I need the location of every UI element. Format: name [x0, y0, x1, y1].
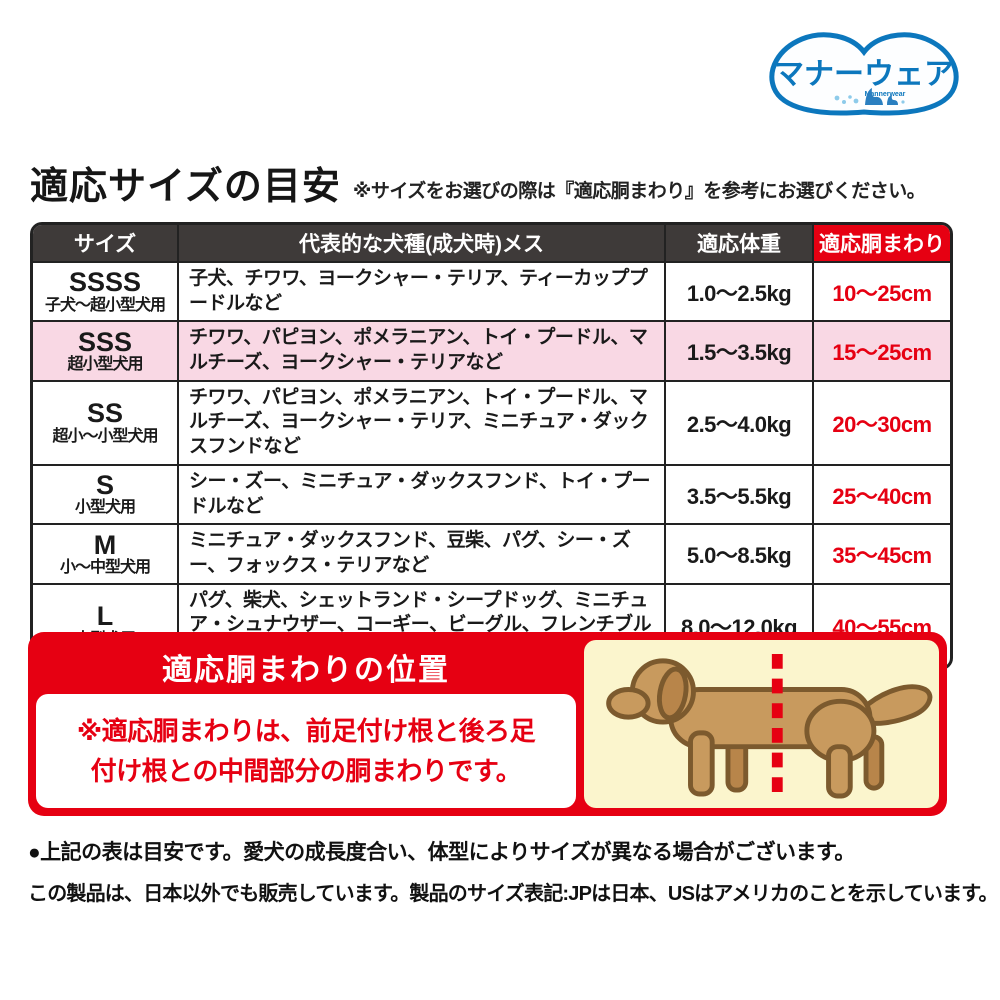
size-code: L — [96, 601, 114, 632]
breeds-cell: ミニチュア・ダックスフンド、豆柴、パグ、シー・ズー、フォックス・テリアなど — [177, 523, 666, 585]
girth-diagram-panel — [584, 640, 939, 808]
girth-cell: 35〜45cm — [812, 523, 950, 585]
size-code: M — [93, 529, 117, 560]
girth-cell: 10〜25cm — [812, 260, 950, 323]
girth-info-body-line2: 付け根との中間部分の胴まわりです。 — [90, 756, 522, 786]
girth-cell: 25〜40cm — [812, 463, 950, 526]
breeds-cell: チワワ、パピヨン、ポメラニアン、トイ・プードル、マルチーズ、ヨークシャー・テリア… — [177, 320, 666, 382]
column-header-weight: 適応体重 — [664, 225, 814, 263]
breeds-cell: シー・ズー、ミニチュア・ダックスフンド、トイ・プードルなど — [177, 463, 666, 526]
size-code: SSSS — [68, 267, 142, 298]
size-code: SS — [86, 398, 124, 429]
girth-info-left: 適応胴まわりの位置 ※適応胴まわりは、前足付け根と後ろ足 付け根との中間部分の胴… — [36, 640, 576, 808]
brand-logo-text: マナーウェア — [774, 58, 954, 91]
size-target: 小〜中型犬用 — [59, 558, 151, 576]
girth-cell: 20〜30cm — [812, 379, 950, 466]
table-row: SSSS 子犬〜超小型犬用 子犬、チワワ、ヨークシャー・テリア、ティーカッププー… — [33, 260, 950, 323]
weight-cell: 2.5〜4.0kg — [664, 379, 814, 466]
column-header-breeds: 代表的な犬種(成犬時)メス — [177, 225, 666, 263]
brand-logo: マナーウェア Mannerwear — [763, 31, 965, 117]
size-cell: S 小型犬用 — [33, 463, 179, 526]
paw-dots-decor — [834, 95, 859, 104]
girth-cell: 15〜25cm — [812, 320, 950, 382]
weight-cell: 1.5〜3.5kg — [664, 320, 814, 382]
column-header-girth: 適応胴まわり — [812, 225, 950, 263]
size-target: 超小〜小型犬用 — [52, 427, 158, 445]
size-cell: M 小〜中型犬用 — [33, 523, 179, 585]
girth-info-body-line1: ※適応胴まわりは、前足付け根と後ろ足 — [76, 715, 536, 746]
size-table-header-row: サイズ 代表的な犬種(成犬時)メス 適応体重 適応胴まわり — [33, 225, 950, 263]
column-header-size: サイズ — [33, 225, 179, 263]
size-cell: SS 超小〜小型犬用 — [33, 379, 179, 466]
table-row: SS 超小〜小型犬用 チワワ、パピヨン、ポメラニアン、トイ・プードル、マルチーズ… — [33, 379, 950, 466]
size-table-body: SSSS 子犬〜超小型犬用 子犬、チワワ、ヨークシャー・テリア、ティーカッププー… — [33, 260, 950, 667]
size-target: 子犬〜超小型犬用 — [44, 296, 166, 314]
size-table: サイズ 代表的な犬種(成犬時)メス 適応体重 適応胴まわり SSSS 子犬〜超小… — [30, 222, 953, 670]
size-code: S — [95, 470, 114, 501]
girth-info-box: 適応胴まわりの位置 ※適応胴まわりは、前足付け根と後ろ足 付け根との中間部分の胴… — [28, 632, 947, 816]
dachshund-illustration — [606, 653, 933, 799]
size-cell: SSS 超小型犬用 — [33, 320, 179, 382]
size-target: 超小型犬用 — [67, 356, 143, 374]
size-code: SSS — [77, 326, 133, 357]
breeds-cell: 子犬、チワワ、ヨークシャー・テリア、ティーカッププードルなど — [177, 260, 666, 323]
footer-notes: ●上記の表は目安です。愛犬の成長度合い、体型によりサイズが異なる場合がございます… — [28, 836, 999, 906]
weight-cell: 3.5〜5.5kg — [664, 463, 814, 526]
page-title: 適応サイズの目安 — [30, 166, 341, 208]
breeds-cell: チワワ、パピヨン、ポメラニアン、トイ・プードル、マルチーズ、ヨークシャー・テリア… — [177, 379, 666, 466]
title-note: ※サイズをお選びの際は『適応胴まわり』を参考にお選びください。 — [352, 181, 926, 202]
dog-silhouette-icon — [865, 88, 905, 105]
table-row: SSS 超小型犬用 チワワ、パピヨン、ポメラニアン、トイ・プードル、マルチーズ、… — [33, 320, 950, 382]
footer-note-1: ●上記の表は目安です。愛犬の成長度合い、体型によりサイズが異なる場合がございます… — [28, 841, 855, 864]
table-row: S 小型犬用 シー・ズー、ミニチュア・ダックスフンド、トイ・プードルなど 3.5… — [33, 463, 950, 526]
weight-cell: 1.0〜2.5kg — [664, 260, 814, 323]
size-target: 小型犬用 — [74, 499, 136, 517]
girth-info-title: 適応胴まわりの位置 — [162, 654, 450, 687]
table-row: M 小〜中型犬用 ミニチュア・ダックスフンド、豆柴、パグ、シー・ズー、フォックス… — [33, 523, 950, 585]
brand-logo-subtext: Mannerwear — [865, 91, 906, 98]
brand-logo-icon: マナーウェア Mannerwear — [769, 32, 959, 116]
weight-cell: 5.0〜8.5kg — [664, 523, 814, 585]
title-row: 適応サイズの目安 ※サイズをお選びの際は『適応胴まわり』を参考にお選びください。 — [30, 168, 950, 206]
girth-info-body: ※適応胴まわりは、前足付け根と後ろ足 付け根との中間部分の胴まわりです。 — [36, 694, 576, 808]
footer-note-2: この製品は、日本以外でも販売しています。製品のサイズ表記:JPは日本、USはアメ… — [28, 883, 999, 905]
size-cell: SSSS 子犬〜超小型犬用 — [33, 260, 179, 323]
